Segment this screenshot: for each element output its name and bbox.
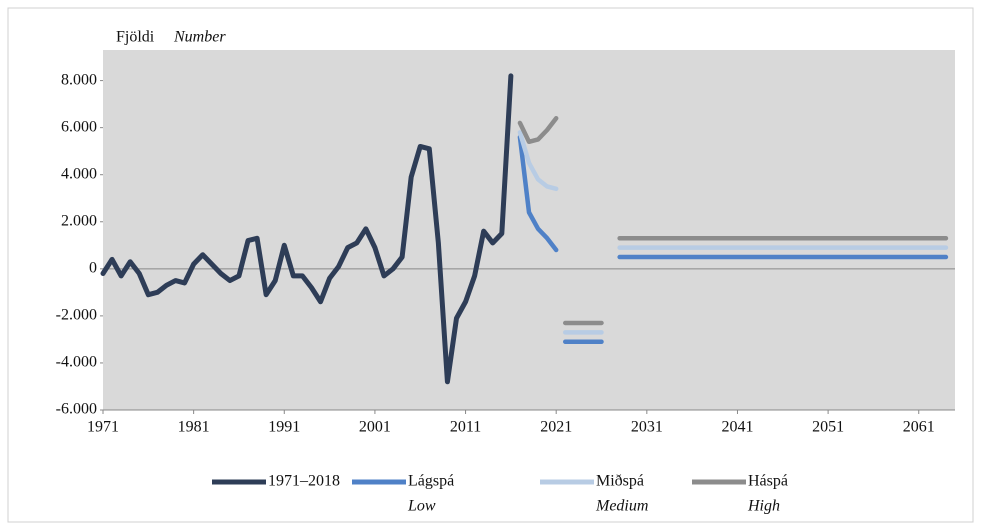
legend-label: Lágspá: [408, 473, 454, 490]
y-tick-label: 6.000: [61, 118, 97, 135]
x-tick-label: 1991: [268, 419, 300, 436]
legend-label: 1971–2018: [268, 473, 340, 490]
x-tick-label: 2031: [631, 419, 663, 436]
y-axis-label-en: Number: [173, 29, 226, 46]
y-tick-label: 4.000: [61, 165, 97, 182]
x-tick-label: 2001: [359, 419, 391, 436]
series-line: [517, 134, 949, 345]
y-tick-label: -4.000: [56, 354, 97, 371]
x-tick-label: 2061: [903, 419, 935, 436]
legend-label-en: High: [747, 498, 780, 515]
legend-label: Miðspá: [596, 473, 644, 490]
series-line: [517, 115, 949, 326]
x-tick-label: 2051: [812, 419, 844, 436]
legend-label-en: Low: [407, 498, 436, 515]
x-tick-label: 2011: [450, 419, 481, 436]
legend-label: Háspá: [748, 473, 788, 490]
y-tick-label: -6.000: [56, 401, 97, 418]
y-tick-label: 8.000: [61, 71, 97, 88]
y-tick-label: -2.000: [56, 307, 97, 324]
y-tick-label: 0: [89, 259, 97, 276]
x-tick-label: 2021: [540, 419, 572, 436]
x-tick-label: 1971: [87, 419, 119, 436]
series-line: [517, 130, 949, 335]
y-axis-label: Fjöldi: [116, 29, 155, 46]
x-tick-label: 1981: [178, 419, 210, 436]
series-line: [100, 73, 514, 385]
legend-label-en: Medium: [595, 498, 648, 515]
plot-area: [103, 50, 955, 410]
y-tick-label: 2.000: [61, 212, 97, 229]
x-tick-label: 2041: [721, 419, 753, 436]
